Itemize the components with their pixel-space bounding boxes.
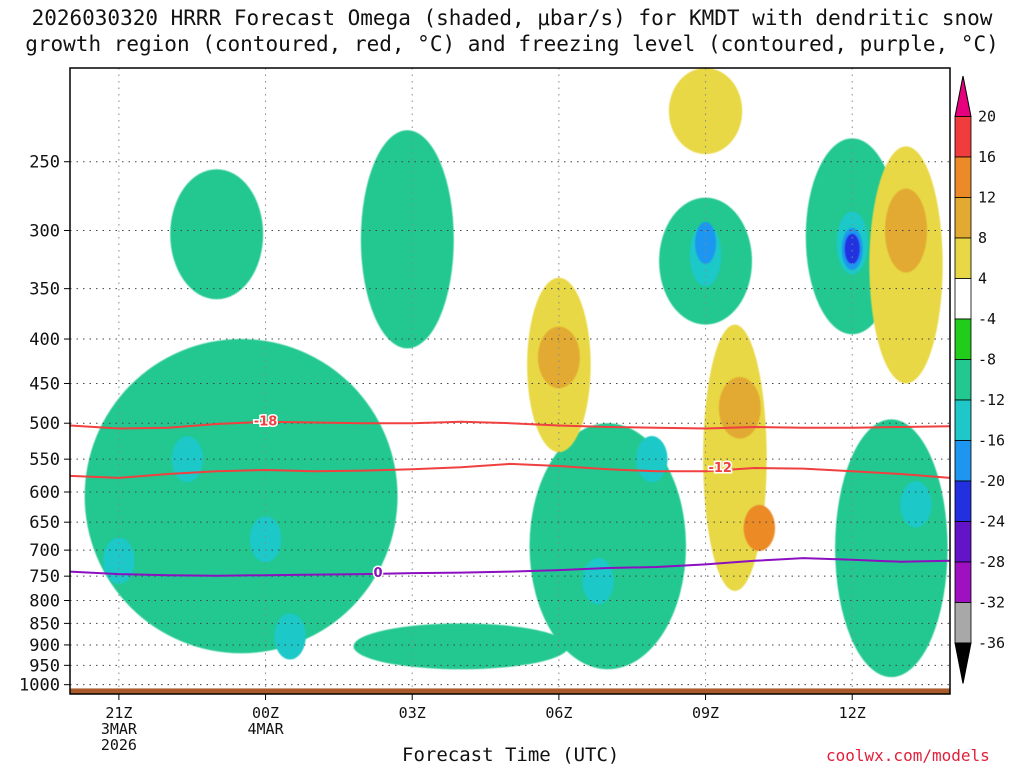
chart-title-line-2: growth region (contoured, red, °C) and f…: [25, 32, 999, 56]
contour-label--12: -12: [708, 461, 732, 476]
x-tick-label-06Z-0: 06Z: [545, 704, 572, 722]
ground-fill: [70, 688, 950, 694]
x-tick-label-00Z-0: 00Z: [252, 704, 279, 722]
omega-core-lift-12z-upper-2: [844, 233, 860, 264]
y-tick-label-650: 650: [29, 513, 60, 533]
contour-line--12: [70, 462, 950, 479]
colorbar-bin--24-to--20: [954, 480, 972, 522]
y-tick-label-550: 550: [29, 450, 60, 470]
colorbar-bin-4-to-8: [954, 237, 972, 279]
colorbar-label--4: -4: [978, 310, 996, 328]
x-tick-label-09Z-0: 09Z: [692, 704, 719, 722]
y-tick-label-850: 850: [29, 614, 60, 634]
surface-bar: [70, 688, 950, 694]
y-tick-label-950: 950: [29, 656, 60, 676]
y-tick-label-700: 700: [29, 541, 60, 561]
contour-line-0: [70, 557, 950, 577]
colorbar-label--28: -28: [978, 553, 1005, 571]
colorbar-overflow-bottom: [954, 642, 972, 684]
colorbar-bin--20-to--16: [954, 440, 972, 482]
y-tick-label-400: 400: [29, 330, 60, 350]
colorbar-label-16: 16: [978, 148, 996, 166]
x-tick-label-21Z-1: 3MAR: [101, 720, 138, 738]
colorbar-bin-8-to-12: [954, 197, 972, 239]
colorbar-bin--16-to--12: [954, 399, 972, 441]
temperature-contours: -18 -12 0: [70, 413, 950, 583]
colorbar-bin--28-to--24: [954, 521, 972, 563]
colorbar-label--12: -12: [978, 391, 1005, 409]
y-axis-tick-labels: 2503003504004505005506006507007508008509…: [19, 153, 70, 696]
omega-core-lift-00z-low-0: [103, 537, 135, 584]
omega-core-lift-12z-low-0: [900, 481, 932, 528]
colorbar-bin-12-to-16: [954, 156, 972, 198]
colorbar-bin--32-to--28: [954, 561, 972, 603]
colorbar-label-8: 8: [978, 229, 987, 247]
colorbar-label--24: -24: [978, 513, 1005, 531]
contour-line--18: [70, 420, 950, 430]
omega-region-lift-06z-low: [529, 423, 686, 670]
x-tick-label-21Z-0: 21Z: [105, 704, 132, 722]
colorbar-bin--8-to--4: [954, 318, 972, 360]
colorbar-label--32: -32: [978, 594, 1005, 612]
colorbar-bin--36-to--32: [954, 602, 972, 644]
x-tick-label-21Z-2: 2026: [101, 736, 137, 754]
omega-shading: [84, 68, 948, 678]
omega-core-sink-10z-0: [718, 377, 761, 439]
contour-label--18: -18: [254, 415, 278, 430]
x-tick-label-00Z-1: 4MAR: [247, 720, 284, 738]
y-tick-label-250: 250: [29, 153, 60, 173]
credit-link[interactable]: coolwx.com/models: [826, 746, 990, 765]
colorbar-bin--4-to-4: [954, 278, 972, 320]
omega-core-lift-00z-low-2: [249, 516, 282, 563]
omega-core-sink-13z-upper-0: [885, 188, 927, 273]
colorbar-label--36: -36: [978, 634, 1005, 652]
colorbar-label--8: -8: [978, 351, 996, 369]
y-tick-label-350: 350: [29, 280, 60, 300]
x-axis-label: Forecast Time (UTC): [402, 744, 620, 766]
omega-region-sink-09z-top: [668, 68, 743, 155]
colorbar-label--20: -20: [978, 472, 1005, 490]
omega-region-lift-03z-upper: [360, 130, 454, 349]
y-tick-label-600: 600: [29, 483, 60, 503]
colorbar-label--16: -16: [978, 432, 1005, 450]
omega-region-lift-0z-upper: [170, 169, 264, 300]
plot-border: [69, 67, 951, 695]
omega-region-lift-03z-low: [353, 623, 569, 670]
y-tick-label-1000: 1000: [19, 676, 60, 696]
colorbar-bin-16-to-20: [954, 116, 972, 158]
plot-frame: [69, 67, 951, 695]
chart-title-line-1: 2026030320 HRRR Forecast Omega (shaded, …: [31, 6, 993, 30]
colorbar-overflow-top: [954, 75, 972, 117]
omega-core-lift-06z-low-0: [582, 558, 614, 605]
x-tick-label-12Z-0: 12Z: [839, 704, 866, 722]
y-tick-label-300: 300: [29, 222, 60, 242]
contour-label-0: 0: [373, 566, 382, 581]
y-tick-label-500: 500: [29, 414, 60, 434]
omega-core-sink-06z-0: [537, 326, 580, 389]
y-tick-label-450: 450: [29, 374, 60, 394]
colorbar-label-4: 4: [978, 270, 987, 288]
omega-colorbar: 20 16 12 8 4 -4 -8 -12 -16 -20 -24 -28 -32 -36: [954, 75, 1005, 684]
grid-lines: [70, 68, 950, 694]
y-tick-label-800: 800: [29, 592, 60, 612]
omega-core-lift-09z-upper-1: [695, 221, 717, 264]
omega-region-sink-10z: [703, 324, 767, 591]
omega-region-lift-00z-low: [84, 339, 398, 654]
colorbar-label-12: 12: [978, 189, 996, 207]
omega-core-sink-10z-1: [743, 504, 776, 552]
colorbar-label-20: 20: [978, 108, 996, 126]
omega-core-lift-00z-low-3: [274, 613, 306, 660]
x-tick-label-03Z-0: 03Z: [399, 704, 426, 722]
colorbar-bin--12-to--8: [954, 359, 972, 401]
y-tick-label-750: 750: [29, 567, 60, 587]
y-tick-label-900: 900: [29, 636, 60, 656]
